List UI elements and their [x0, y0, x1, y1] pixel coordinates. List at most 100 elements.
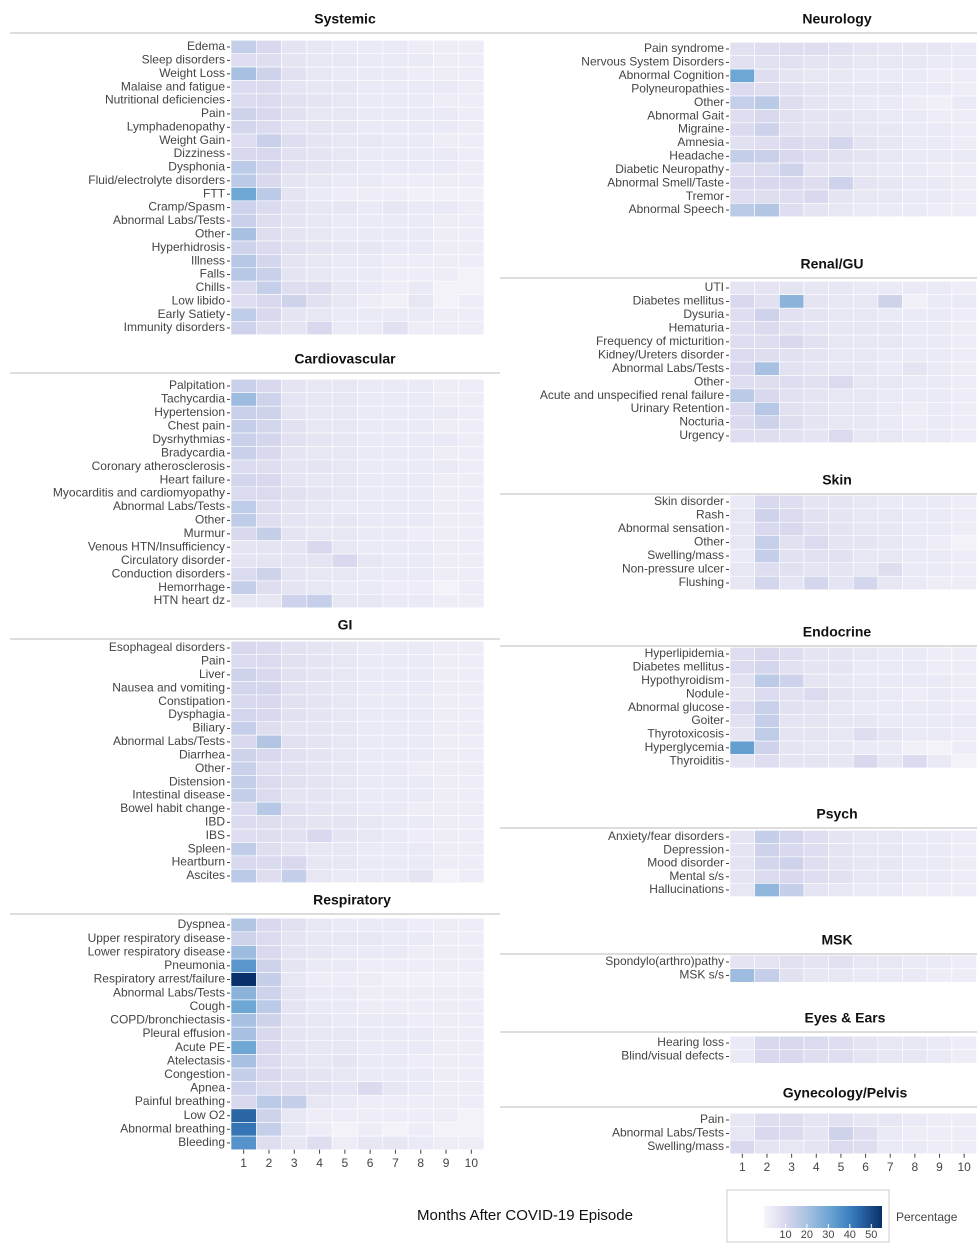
heat-cell — [902, 348, 928, 363]
heat-cell — [458, 307, 485, 322]
heat-cell — [382, 53, 409, 68]
x-tick-label: 3 — [788, 1160, 795, 1174]
heat-cell — [828, 1112, 854, 1128]
heat-cell — [281, 187, 308, 202]
heat-cell — [357, 1108, 384, 1123]
row-label: Polyneuropathies — [631, 81, 724, 95]
heat-cell — [255, 419, 282, 434]
heat-cell — [803, 713, 829, 728]
heat-cell — [778, 109, 805, 124]
heat-cell — [407, 419, 434, 434]
row-label: Tremor — [686, 189, 724, 203]
row-label: Swelling/mass — [647, 548, 724, 562]
heat-cell — [729, 41, 755, 57]
heat-cell — [852, 428, 879, 443]
heat-cell — [306, 855, 333, 870]
heat-cell — [902, 575, 928, 591]
heat-cell — [458, 958, 485, 973]
heat-cell — [407, 999, 434, 1014]
heat-cell — [433, 133, 459, 148]
heat-cell — [382, 708, 409, 723]
row-label: Falls — [200, 267, 225, 281]
heat-cell — [458, 681, 485, 696]
heat-cell — [407, 801, 434, 816]
heat-cell — [778, 869, 805, 884]
x-tick-label: 2 — [764, 1160, 771, 1174]
heat-cell — [926, 68, 953, 83]
heat-cell — [729, 660, 755, 675]
heat-cell — [306, 213, 333, 228]
heat-cell — [357, 580, 384, 595]
heat-cell — [306, 1081, 333, 1096]
heat-cell — [803, 754, 829, 769]
heat-cell — [852, 162, 879, 177]
heat-cell — [877, 162, 903, 177]
heat-cell — [357, 842, 384, 857]
heat-cell — [729, 562, 755, 577]
heat-cell — [754, 713, 780, 728]
heat-cell — [803, 535, 829, 550]
heat-cell — [754, 646, 780, 661]
heat-cell — [902, 646, 928, 661]
heat-cell — [382, 734, 409, 749]
heat-cell — [331, 446, 358, 461]
heat-cell — [255, 828, 282, 843]
row-label: Nervous System Disorders — [581, 55, 724, 69]
heat-cell — [357, 187, 384, 202]
heat-cell — [926, 203, 953, 218]
heat-cell — [230, 133, 257, 148]
heat-cell — [230, 160, 257, 175]
heat-cell — [357, 855, 384, 870]
heat-cell — [729, 149, 755, 164]
heat-cell — [407, 917, 434, 933]
colorbar-tick-label: 30 — [822, 1229, 834, 1241]
heat-cell — [902, 830, 928, 844]
heat-cell — [926, 830, 953, 844]
heat-cell — [230, 53, 257, 68]
heat-cell — [729, 189, 755, 204]
heat-cell — [331, 667, 358, 682]
heat-cell — [331, 842, 358, 857]
heat-cell — [951, 149, 977, 164]
heat-cell — [255, 40, 282, 54]
heat-cell — [458, 133, 485, 148]
heat-cell — [926, 535, 953, 550]
heat-cell — [407, 173, 434, 188]
heat-cell — [458, 227, 485, 242]
row-label: Rash — [696, 508, 724, 522]
heat-cell — [754, 1112, 780, 1128]
heat-cell — [902, 713, 928, 728]
heat-cell — [281, 972, 308, 987]
heat-cell — [852, 321, 879, 336]
heat-cell — [306, 708, 333, 723]
heat-cell — [255, 133, 282, 148]
heat-cell — [306, 133, 333, 148]
heat-cell — [407, 855, 434, 870]
heat-cell — [926, 727, 953, 742]
heat-cell — [458, 459, 485, 474]
heat-cell — [926, 700, 953, 715]
heat-cell — [877, 55, 903, 70]
heat-cell — [902, 869, 928, 884]
heat-cell — [877, 176, 903, 191]
heat-cell — [281, 1108, 308, 1123]
row-label: Blind/visual defects — [621, 1049, 724, 1063]
heat-cell — [281, 499, 308, 514]
heat-cell — [877, 883, 903, 897]
heat-cell — [926, 754, 953, 769]
heat-cell — [357, 200, 384, 215]
heat-cell — [754, 334, 780, 349]
heat-cell — [902, 361, 928, 376]
heat-cell — [306, 147, 333, 162]
row-label: Nutritional deficiencies — [105, 93, 225, 107]
heat-cell — [951, 1112, 977, 1128]
heat-cell — [458, 788, 485, 803]
heat-cell — [951, 700, 977, 715]
colorbar-tick-label: 40 — [844, 1229, 856, 1241]
heat-cell — [828, 402, 854, 417]
heat-cell — [951, 294, 977, 309]
heat-cell — [230, 1040, 257, 1055]
heat-cell — [754, 388, 780, 403]
heat-cell — [357, 788, 384, 803]
heat-cell — [926, 562, 953, 577]
